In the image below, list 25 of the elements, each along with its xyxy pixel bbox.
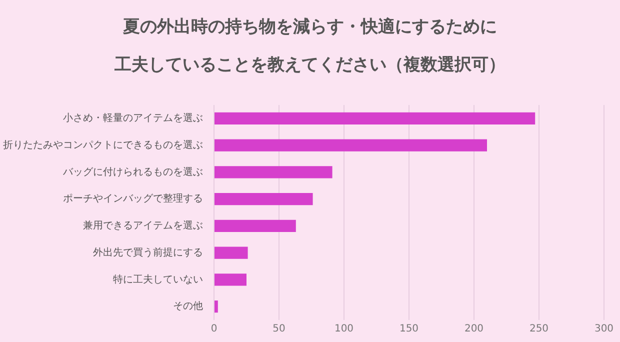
bar	[214, 112, 536, 124]
y-tick-label: 外出先で買う前提にする	[93, 246, 203, 258]
bar	[214, 220, 296, 232]
x-tick-label: 0	[210, 324, 218, 335]
x-tick-label: 200	[464, 324, 484, 335]
text: 夏の外出時の持ち物を減らす・快適にするために	[123, 17, 497, 37]
bar	[214, 193, 313, 206]
y-tick-label: ポーチやインバッグで整理する	[63, 192, 203, 205]
bar	[214, 300, 218, 313]
y-tick-label: 兼用できるアイテムを選ぶ	[83, 220, 203, 232]
y-tick-label: バッグに付けられるものを選ぶ	[62, 166, 203, 178]
y-tick-label: 小さめ・軽量のアイテムを選ぶ	[63, 112, 203, 124]
x-tick-label: 50	[272, 324, 286, 335]
text: 工夫していることを教えてください（複数選択可）	[114, 55, 506, 75]
x-tick-label: 150	[399, 324, 419, 335]
bar	[214, 139, 487, 152]
bar	[214, 166, 332, 178]
bar	[214, 246, 248, 259]
bar	[214, 274, 246, 286]
x-tick-label: 300	[594, 324, 614, 335]
y-tick-label: 折りたたみやコンパクトにできるものを選ぶ	[3, 138, 203, 151]
y-tick-label: 特に工夫していない	[113, 273, 203, 286]
x-tick-label: 250	[529, 324, 549, 335]
y-tick-label: その他	[173, 300, 203, 312]
x-tick-label: 100	[334, 324, 354, 335]
